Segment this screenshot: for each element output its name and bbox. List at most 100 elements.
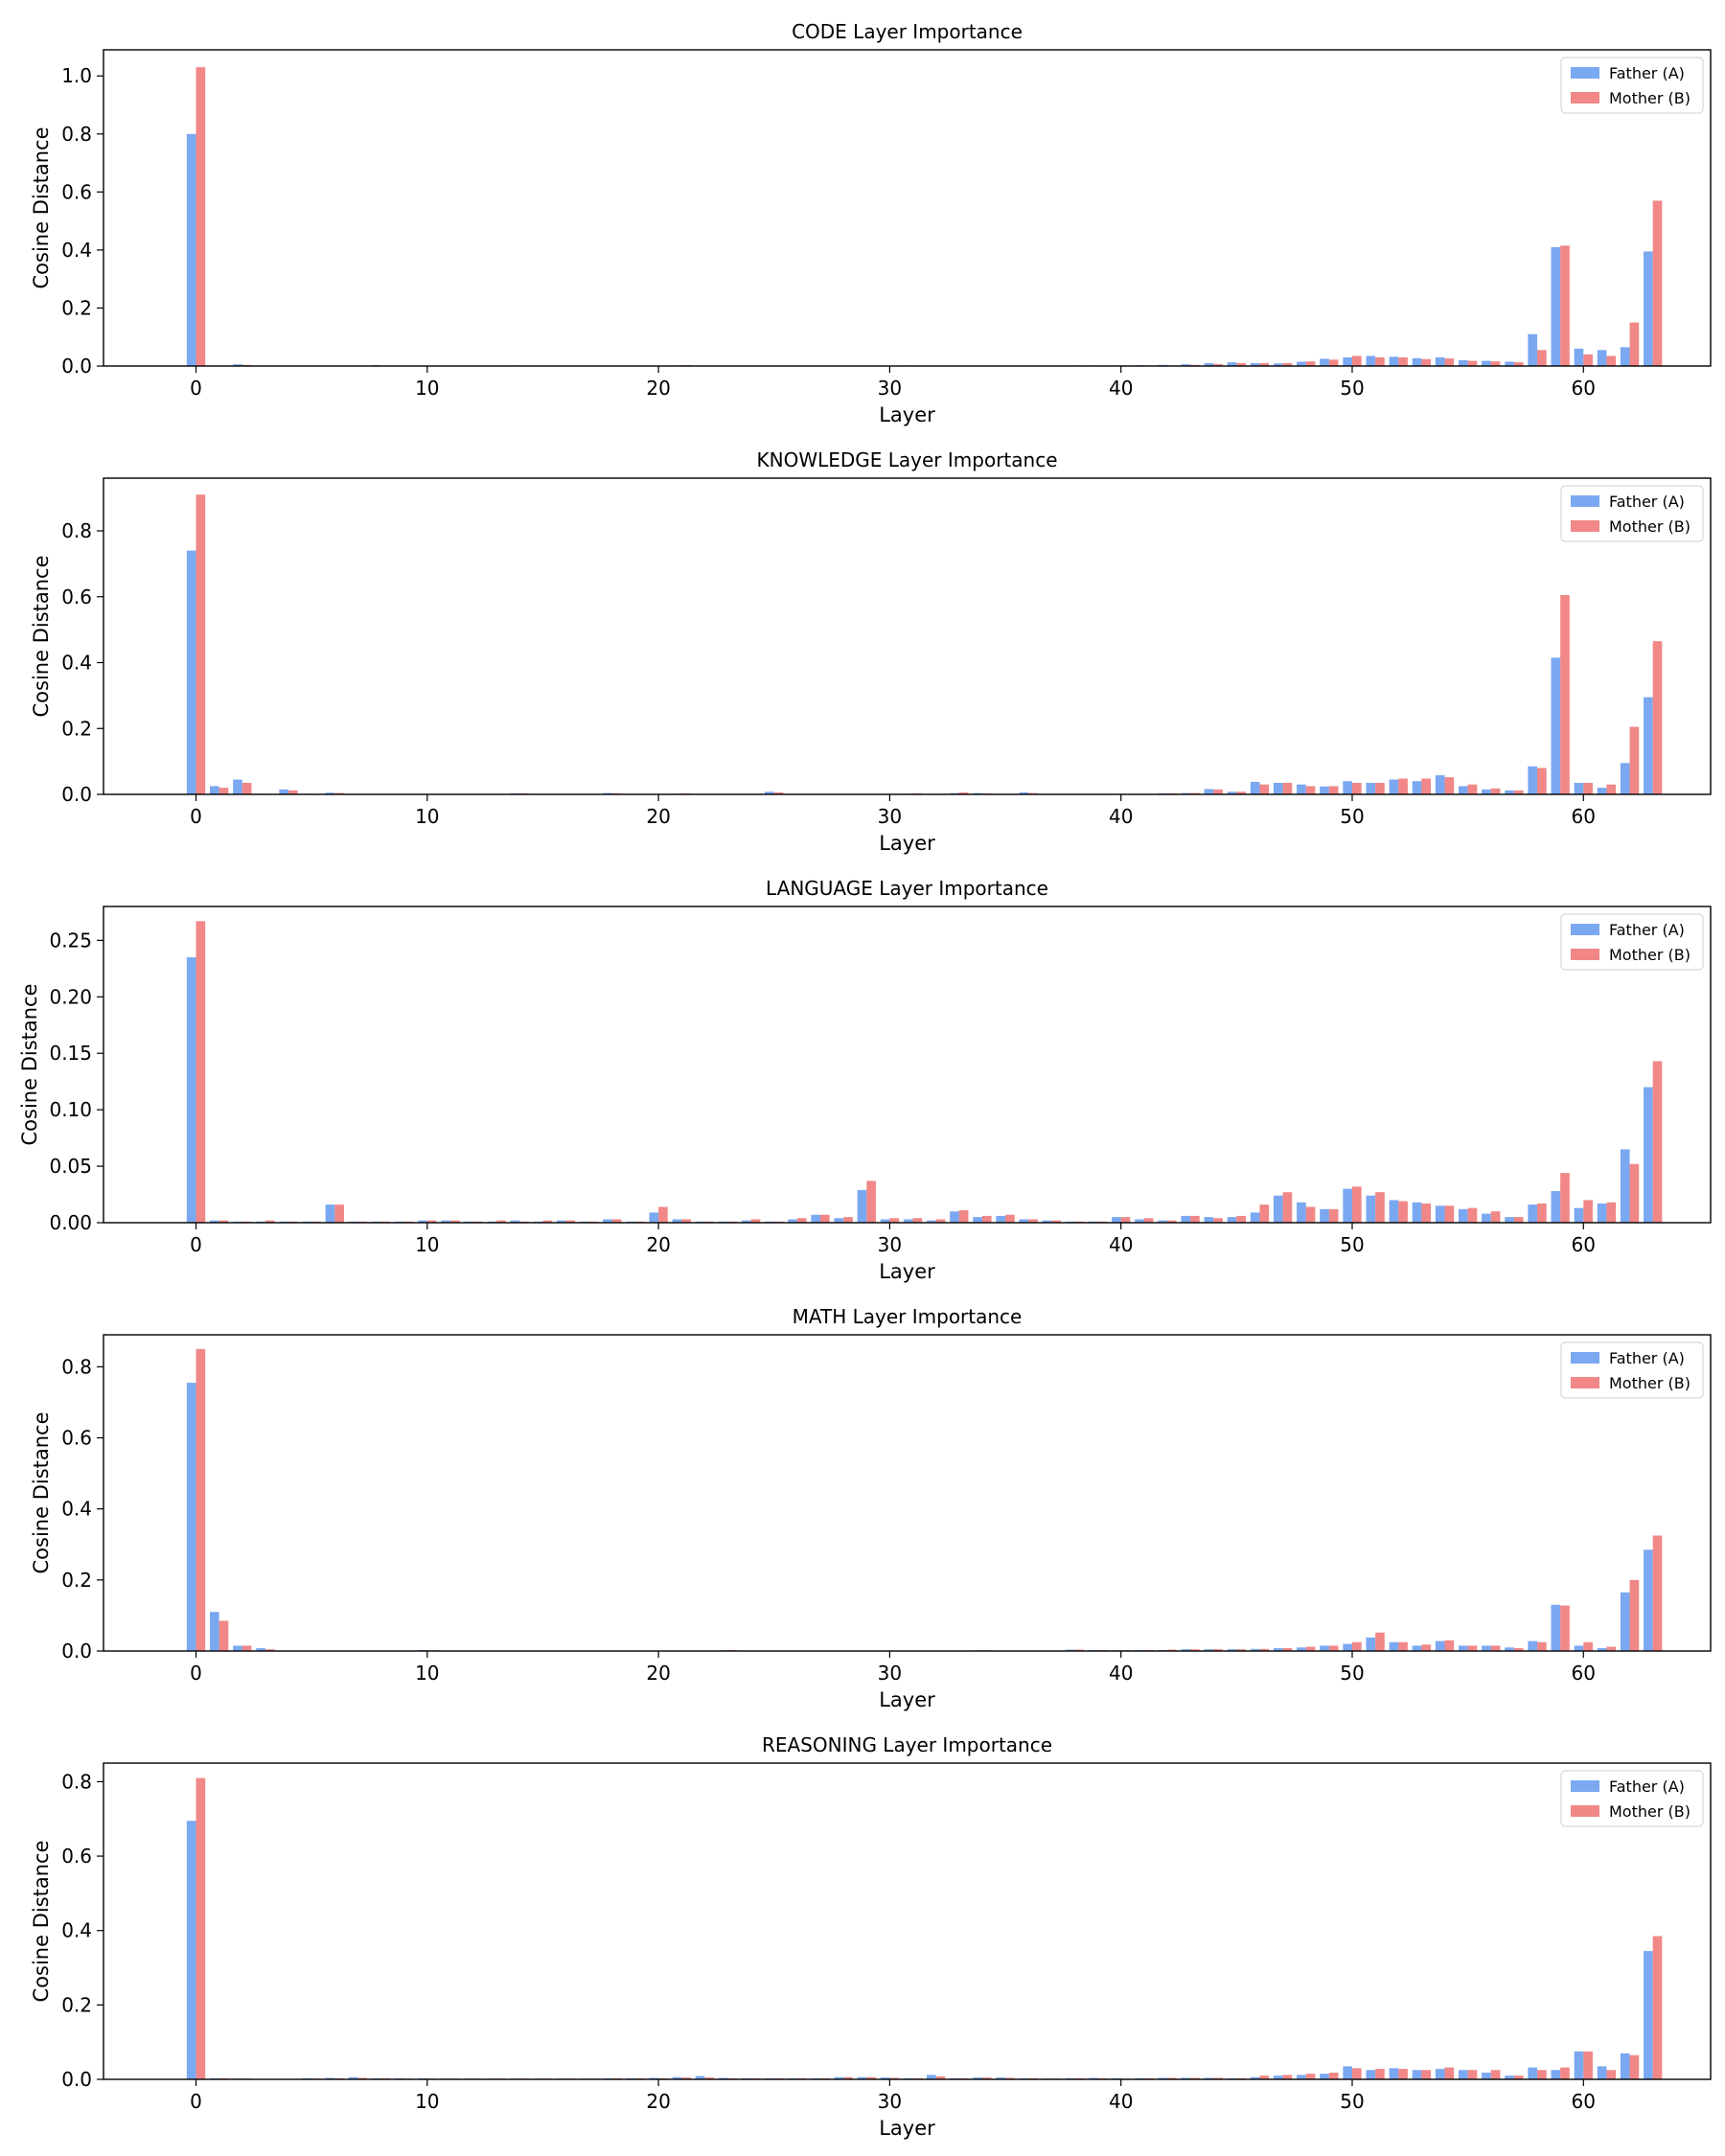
x-tick-label: 50 [1340,1662,1364,1685]
y-tick-label: 0.2 [61,1993,92,2016]
x-tick-label: 30 [878,377,902,400]
chart-panel-3: MATH Layer Importance 0 10 20 30 40 50 60 0.0 0.2… [30,1305,1712,1711]
mother-bar-7 [357,2077,368,2079]
bars [186,1348,1663,1651]
mother-bar-42 [1166,1220,1177,1223]
mother-bar-63 [1652,200,1663,366]
mother-bar-0 [196,67,206,367]
y-tick-label: 0.05 [49,1155,92,1178]
legend-label: Mother (B) [1609,1374,1690,1392]
mother-bar-48 [1305,786,1316,794]
mother-bar-45 [1236,791,1246,794]
father-bar-61 [1597,788,1607,795]
mother-bar-1 [218,1220,229,1223]
mother-bar-56 [1490,361,1501,366]
father-bar-53 [1412,1645,1422,1651]
y-axis-label: Cosine Distance [30,1411,53,1573]
mother-bar-30 [889,1218,900,1223]
father-bar-1 [210,1612,219,1651]
mother-bar-54 [1444,1640,1455,1651]
mother-bar-63 [1652,1936,1663,2079]
father-bar-43 [1181,364,1191,366]
father-bar-58 [1528,766,1538,794]
mother-bar-4 [288,790,298,795]
father-bar-50 [1343,2066,1352,2079]
father-bar-46 [1250,362,1260,366]
father-bar-33 [950,1211,959,1223]
mother-bar-62 [1629,1579,1640,1651]
father-bar-59 [1551,657,1561,794]
mother-bar-1 [218,1620,229,1651]
legend: Father (A) Mother (B) [1560,485,1704,542]
father-bar-44 [1204,362,1214,366]
chart-panel-1: KNOWLEDGE Layer Importance 0 10 20 30 40 50 60 0… [30,448,1712,855]
father-bar-26 [788,1219,797,1223]
y-tick-label: 0.25 [49,929,92,952]
father-bar-59 [1551,2070,1561,2079]
plot-frame [103,1762,1712,2080]
mother-bar-32 [935,1219,946,1223]
y-tick-label: 0.6 [61,1427,92,1450]
x-axis-label: Layer [879,403,935,426]
father-bar-50 [1343,1643,1352,1651]
father-bar-62 [1620,763,1630,794]
father-bar-56 [1482,789,1491,794]
mother-bar-53 [1421,1203,1432,1223]
mother-bar-51 [1375,1632,1385,1651]
y-tick-label: 0.00 [49,1211,92,1234]
father-bar-52 [1389,356,1399,366]
mother-bar-41 [1143,1218,1154,1223]
y-tick-label: 0.4 [61,652,92,675]
mother-bar-38 [1074,1649,1085,1651]
father-bar-43 [1181,1649,1191,1651]
mother-bar-58 [1537,768,1547,794]
mother-bar-50 [1351,1641,1362,1651]
mother-bar-58 [1537,350,1547,366]
father-bar-37 [1042,1220,1052,1223]
mother-bar-52 [1398,2069,1408,2079]
x-tick-label: 60 [1572,1662,1596,1685]
legend-label: Mother (B) [1609,1802,1690,1821]
plot-frame [103,477,1712,795]
mother-bar-22 [704,2077,715,2079]
father-bar-44 [1204,1217,1214,1223]
father-bar-61 [1597,1648,1607,1651]
x-axis-label: Layer [879,2117,935,2140]
mother-bar-52 [1398,778,1408,794]
x-tick-label: 20 [646,377,670,400]
chart-title: KNOWLEDGE Layer Importance [757,448,1058,471]
father-bar-51 [1366,1637,1376,1651]
mother-bar-63 [1652,1535,1663,1651]
father-bar-47 [1273,2076,1283,2079]
mother-bar-26 [796,1218,807,1223]
mother-bar-55 [1467,2070,1478,2079]
mother-bar-20 [658,1206,668,1223]
father-bar-59 [1551,246,1561,366]
mother-bar-13 [496,1220,506,1223]
y-tick-label: 1.0 [61,64,92,87]
mother-bar-33 [958,791,969,794]
legend-label: Father (A) [1609,493,1685,511]
father-bar-50 [1343,781,1352,794]
mother-bar-33 [958,1210,969,1223]
mother-bar-47 [1282,1192,1293,1223]
y-tick-label: 0.8 [61,123,92,146]
father-bar-47 [1273,1195,1283,1223]
chart-title: MATH Layer Importance [793,1305,1023,1328]
legend-swatch [1571,495,1599,507]
x-tick-label: 40 [1109,2090,1133,2113]
mother-bar-60 [1583,1200,1593,1223]
father-bar-51 [1366,356,1376,366]
y-axis-label: Cosine Distance [18,983,41,1145]
y-tick-label: 0.0 [61,783,92,806]
x-tick-label: 0 [190,377,202,400]
father-bar-34 [973,1217,982,1223]
father-bar-58 [1528,1204,1538,1223]
mother-bar-40 [1120,1217,1131,1223]
mother-bar-27 [820,1214,830,1223]
father-bar-45 [1227,362,1237,366]
mother-bar-47 [1282,1648,1293,1651]
chart-title: REASONING Layer Importance [762,1733,1052,1756]
father-bar-41 [1135,1219,1144,1223]
